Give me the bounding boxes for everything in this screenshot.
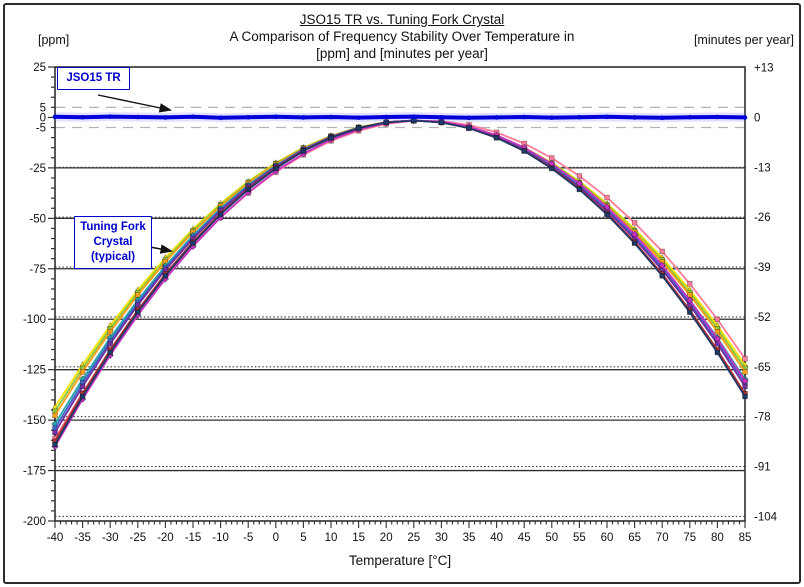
x-axis-title: Temperature [°C] [348,553,452,568]
svg-text:-5: -5 [36,123,46,135]
jso15-annotation: JSO15 TR [57,67,130,90]
left-axis-unit-label: [ppm] [38,33,70,47]
svg-text:20: 20 [380,532,393,544]
right-axis-tick-labels: +13 0 -13 -26 -39 -52 -65 -78 -91 -104 [754,63,778,524]
svg-text:-35: -35 [74,532,91,544]
svg-text:-13: -13 [754,162,771,174]
svg-text:-100: -100 [23,314,46,326]
svg-text:25: 25 [407,532,420,544]
svg-text:45: 45 [518,532,531,544]
svg-text:55: 55 [573,532,586,544]
right-axis-unit-label: [minutes per year] [693,33,794,47]
svg-text:15: 15 [352,532,365,544]
svg-text:-26: -26 [754,212,771,224]
svg-text:-30: -30 [102,532,119,544]
svg-text:75: 75 [683,532,696,544]
tuning-fork-annotation-line1: Tuning Fork [80,221,146,233]
svg-text:-25: -25 [129,532,146,544]
svg-text:-175: -175 [23,466,46,478]
svg-text:-52: -52 [754,312,771,324]
svg-text:-15: -15 [185,532,202,544]
svg-text:85: 85 [739,532,752,544]
svg-text:0: 0 [754,112,760,124]
x-axis-ticks [54,521,746,528]
svg-text:+13: +13 [754,63,774,75]
svg-text:-75: -75 [29,264,46,276]
svg-text:25: 25 [33,62,46,74]
svg-text:0: 0 [273,532,279,544]
svg-text:-25: -25 [29,163,46,175]
svg-text:-65: -65 [754,362,771,374]
svg-text:70: 70 [656,532,669,544]
tuning-fork-annotation-line2: Crystal [93,235,133,248]
svg-text:10: 10 [325,532,338,544]
svg-text:-50: -50 [29,213,46,225]
dotted-gridlines [55,166,745,517]
svg-text:80: 80 [711,532,724,544]
svg-text:30: 30 [435,532,448,544]
svg-text:5: 5 [40,102,46,114]
svg-text:-125: -125 [23,365,46,377]
svg-text:35: 35 [463,532,476,544]
svg-text:60: 60 [601,532,614,544]
svg-text:-150: -150 [23,415,46,427]
svg-text:40: 40 [490,532,503,544]
annotation-arrows [97,94,174,254]
chart-subtitle-units: [ppm] and [minutes per year] [316,45,488,61]
svg-text:-200: -200 [23,516,46,528]
chart-title: JSO15 TR vs. Tuning Fork Crystal [299,12,505,27]
left-axis-ticks [48,66,55,522]
chart-title-block: JSO15 TR vs. Tuning Fork Crystal A Compa… [0,12,804,63]
svg-text:0: 0 [40,112,46,124]
plot-border [54,66,746,522]
solid-gridlines [55,116,745,472]
svg-text:-104: -104 [754,511,778,523]
chart-subtitle: A Comparison of Frequency Stability Over… [229,28,575,44]
jso15-annotation-label: JSO15 TR [66,72,121,84]
svg-text:-20: -20 [157,532,174,544]
svg-text:65: 65 [628,532,641,544]
left-axis-tick-labels: 25 50-5 -25 -50 -75 -100 -125 -150 -175 -200 [23,62,46,528]
svg-text:-40: -40 [47,532,64,544]
svg-text:-5: -5 [243,532,253,544]
svg-text:5: 5 [300,532,306,544]
tuning-fork-crystal-curves [51,116,749,451]
svg-text:-91: -91 [754,462,771,474]
jso15-tr-curve [52,112,748,123]
svg-text:50: 50 [545,532,558,544]
tuning-fork-annotation: Tuning Fork Crystal (typical) [74,216,152,269]
x-axis-tick-labels: -40 -35 -30 -25 -20 -15 -10 -5 0 5 10 15 20 25 30 35 40 4… [47,532,752,544]
svg-text:-39: -39 [754,262,771,274]
tuning-fork-annotation-line3: (typical) [90,250,136,263]
svg-text:-78: -78 [754,412,771,424]
svg-text:-10: -10 [212,532,229,544]
dashed-gridlines [55,106,745,129]
